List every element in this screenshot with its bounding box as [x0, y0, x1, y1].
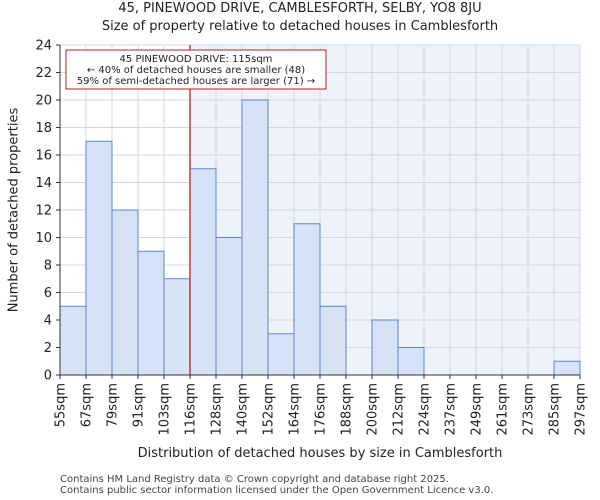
bar — [189, 168, 217, 376]
bar — [59, 305, 87, 376]
footer-copyright: Contains HM Land Registry data © Crown c… — [60, 474, 449, 485]
x-tick-label: 212sqm — [392, 383, 407, 436]
y-tick-label: 0 — [44, 369, 52, 384]
y-tick-label: 4 — [44, 314, 52, 329]
x-tick-label: 128sqm — [210, 383, 225, 436]
bar — [293, 223, 321, 376]
y-axis-label: Number of detached properties — [7, 108, 22, 313]
y-tick-label: 14 — [35, 176, 52, 191]
annotation-line-1: 45 PINEWOOD DRIVE: 115sqm — [120, 54, 273, 65]
bars — [59, 99, 581, 376]
y-tick-label: 10 — [35, 231, 52, 246]
y-tick-label: 18 — [35, 121, 52, 136]
y-tick-label: 16 — [35, 149, 52, 164]
x-tick-label: 67sqm — [80, 383, 95, 427]
bar — [319, 305, 347, 376]
y-tick-label: 8 — [44, 259, 52, 274]
x-tick-label: 249sqm — [470, 383, 485, 436]
x-tick-label: 55sqm — [54, 383, 69, 427]
y-tick-label: 22 — [35, 66, 52, 81]
x-tick-label: 237sqm — [444, 383, 459, 436]
x-tick-label: 261sqm — [496, 383, 511, 436]
bar — [397, 347, 425, 376]
x-tick-label: 164sqm — [288, 383, 303, 436]
y-tick-label: 6 — [44, 286, 52, 301]
annotation-line-2: ← 40% of detached houses are smaller (48… — [87, 65, 305, 76]
x-tick-label: 285sqm — [548, 383, 563, 436]
y-tick-label: 20 — [35, 94, 52, 109]
x-tick-label: 79sqm — [106, 383, 121, 427]
footer-licence: Contains public sector information licen… — [60, 485, 494, 496]
bar — [215, 237, 243, 376]
bar — [371, 319, 399, 376]
annotation-box: 45 PINEWOOD DRIVE: 115sqm ← 40% of detac… — [65, 49, 327, 90]
x-tick-label: 297sqm — [574, 383, 589, 436]
bar — [553, 360, 581, 376]
x-tick-label: 176sqm — [314, 383, 329, 436]
y-tick-label: 24 — [35, 39, 52, 54]
y-tick-label: 2 — [44, 341, 52, 356]
bar — [241, 99, 269, 376]
bar — [267, 333, 295, 376]
bar — [163, 278, 191, 376]
x-tick-label: 273sqm — [522, 383, 537, 436]
chart-subtitle: Size of property relative to detached ho… — [101, 19, 499, 34]
x-tick-label: 200sqm — [366, 383, 381, 436]
x-tick-label: 103sqm — [158, 383, 173, 436]
x-tick-label: 224sqm — [418, 383, 433, 436]
x-tick-labels: 55sqm 67sqm 79sqm 91sqm 103sqm 116sqm 128sqm 14… — [54, 375, 589, 436]
x-axis-label: Distribution of detached houses by size … — [138, 446, 503, 461]
annotation-line-3: 59% of semi-detached houses are larger (… — [77, 76, 315, 87]
x-tick-label: 91sqm — [132, 383, 147, 427]
bar — [111, 209, 139, 376]
x-tick-label: 188sqm — [340, 383, 355, 436]
x-tick-label: 140sqm — [236, 383, 251, 436]
bar — [85, 140, 113, 376]
bar — [137, 250, 165, 376]
x-tick-label: 152sqm — [262, 383, 277, 436]
y-tick-label: 12 — [35, 204, 52, 219]
chart-title: 45, PINEWOOD DRIVE, CAMBLESFORTH, SELBY,… — [118, 1, 482, 16]
x-tick-label: 116sqm — [184, 383, 199, 436]
annotation-frame — [65, 49, 327, 90]
